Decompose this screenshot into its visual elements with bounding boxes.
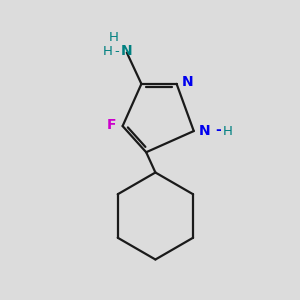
Text: N: N (199, 124, 211, 138)
Text: N: N (121, 44, 133, 58)
Text: N: N (182, 75, 194, 89)
Text: H: H (102, 45, 112, 58)
Text: F: F (106, 118, 116, 132)
Text: H: H (108, 31, 118, 44)
Text: -: - (215, 123, 221, 137)
Text: -: - (114, 45, 119, 58)
Text: H: H (222, 124, 232, 137)
